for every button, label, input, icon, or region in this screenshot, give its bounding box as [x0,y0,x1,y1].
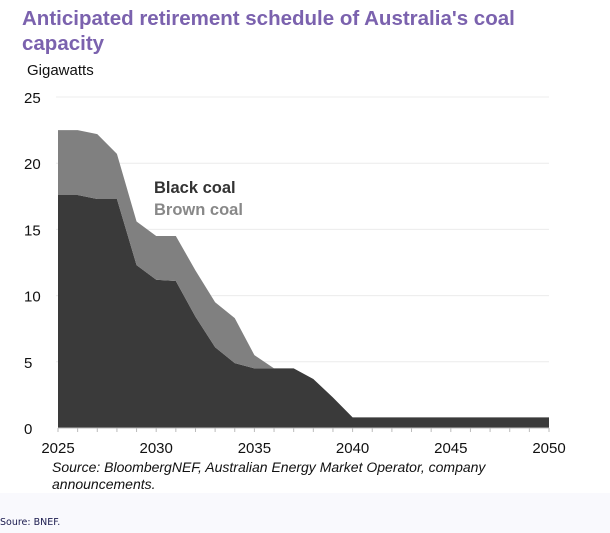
y-tick-label: 20 [24,156,41,173]
x-tick-label: 2025 [41,440,74,457]
x-tick-label: 2045 [434,440,467,457]
y-axis-label: Gigawatts [27,62,94,79]
x-tick-label: 2035 [238,440,271,457]
y-tick-label: 0 [24,421,32,438]
legend-entry: Black coal [154,179,236,197]
chart-title: Anticipated retirement schedule of Austr… [22,7,515,55]
x-tick-label: 2040 [336,440,369,457]
area-black-coal [58,194,549,428]
footer-strip [0,493,610,533]
legend-entry: Brown coal [154,201,243,219]
x-tick-label: 2030 [140,440,173,457]
source-note: Source: BloombergNEF, Australian Energy … [52,459,486,492]
footer-note: Soure: BNEF. [0,517,61,528]
y-tick-label: 5 [24,355,32,372]
area-brown-coal [58,130,549,418]
y-tick-label: 10 [24,289,41,306]
y-tick-label: 15 [24,222,41,239]
x-tick-label: 2050 [532,440,565,457]
y-tick-label: 25 [24,90,41,107]
